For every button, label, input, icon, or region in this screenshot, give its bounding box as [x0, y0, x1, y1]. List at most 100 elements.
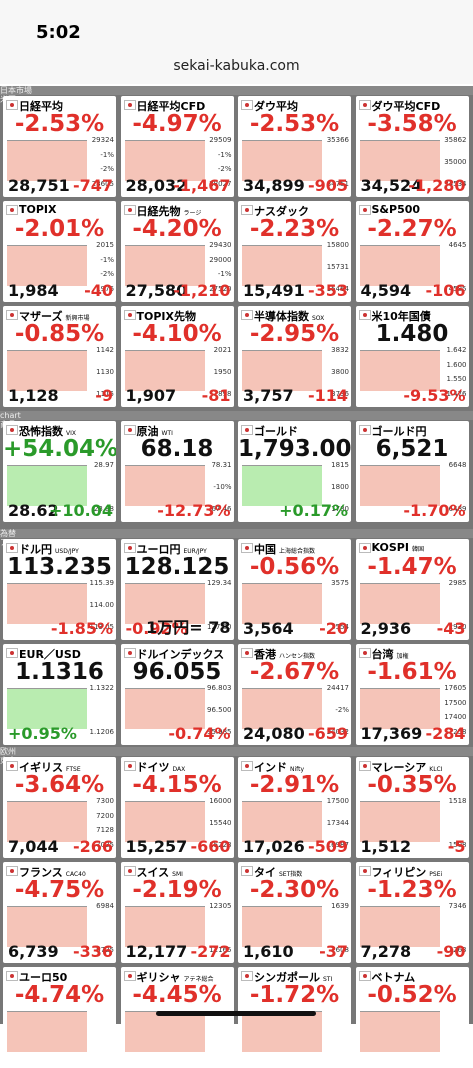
chart-label: 6984: [96, 902, 114, 910]
market-tile[interactable]: シンガポール STI -1.72%: [238, 967, 351, 1068]
home-indicator: [156, 1011, 316, 1016]
market-tile[interactable]: ユーロ円 EUR/JPY 128.125 129.34 127.80 -0.92% 1万円=…: [120, 539, 234, 640]
chart-label: 6725: [96, 946, 114, 954]
chart-label: 4645: [448, 241, 467, 249]
market-tile[interactable]: 原油 WTI 68.18 78.31 -10% 67.46 -12.73%: [120, 421, 234, 522]
flag-icon: [358, 543, 371, 553]
flag-icon: [6, 310, 18, 320]
market-tile[interactable]: 台湾 加権 -1.61% 17605 17500 17400 17258 17,369 -284: [355, 644, 469, 745]
flag-mark: [10, 869, 14, 873]
flag-icon: [358, 425, 371, 435]
market-tile[interactable]: ドル円 USD/JPY 113.235 115.39 114.00 113.05 -1.85…: [3, 539, 116, 640]
market-tile[interactable]: 半導体指数 SOX -2.95% 3832 3800 3736 3,757 -114: [238, 306, 351, 407]
market-tile[interactable]: マザーズ 新興市場 -0.85% 1142 1130 1115 1,128 -9: [3, 306, 116, 407]
market-tile[interactable]: EUR／USD 1.1316 1.1322 1.1206 +0.95%: [3, 644, 116, 745]
big-value: -2.67%: [249, 659, 340, 685]
chart-label: 115.39: [89, 579, 115, 587]
market-tile[interactable]: 日経先物 ラージ -4.20% 29430 29000 -1% 27520 27,580 -1,…: [120, 201, 234, 302]
market-tile[interactable]: タイ SET指数 -2.30% 1639 1608 1,610 -37: [238, 862, 351, 963]
market-tile[interactable]: 日経平均 -2.53% 29324 -1% -2% 28605 28,751 -747: [3, 96, 116, 197]
market-tile[interactable]: 米10年国債 1.480 1.642 1.600 1.550 1.476 -9.53%: [355, 306, 469, 407]
market-tile[interactable]: フランス CAC40 -4.75% 6984 6725 6,739 -336: [3, 862, 116, 963]
market-name: ユーロ円 EUR/JPY: [137, 541, 207, 557]
market-tile[interactable]: 香港 ハンセン指数 -2.67% 24417 -2% 24032 24,080 -659: [238, 644, 351, 745]
bottom-right: -747: [72, 176, 113, 195]
chart-label: 1898: [213, 390, 232, 398]
big-value: -0.52%: [367, 982, 457, 1008]
flag-mark: [245, 103, 249, 107]
market-tile[interactable]: イギリス FTSE -3.64% 7300 7200 7128 7035 7,044 -266: [3, 757, 116, 858]
big-value: -2.27%: [367, 216, 457, 242]
name-sub: 上海総合指数: [279, 548, 316, 555]
market-tile[interactable]: ダウ平均 -2.53% 35366 34751 34,899 -905: [238, 96, 351, 197]
chart-label: 27520: [209, 285, 232, 293]
big-value: -4.15%: [132, 772, 222, 798]
bottom-left: 1,610: [243, 942, 294, 961]
market-tile[interactable]: ユーロ50 -4.74%: [3, 967, 116, 1068]
chart-label: 12165: [209, 946, 232, 954]
chart-area: [242, 140, 322, 181]
flag-icon: [358, 310, 371, 320]
market-name: ナスダック: [254, 203, 309, 219]
market-tile[interactable]: S&P500 -2.27% 4645 4585 4,594 -106: [355, 201, 469, 302]
name-sub: VIX: [66, 430, 76, 437]
chart-label: 17500: [326, 797, 349, 805]
flag-mark: [245, 974, 249, 978]
name-text: ダウ平均CFD: [371, 100, 441, 113]
market-tile[interactable]: ベトナム -0.52%: [355, 967, 469, 1068]
bottom-left: 12,177: [125, 942, 188, 961]
flag-mark: [245, 764, 249, 768]
chart-area: [359, 245, 440, 286]
url-bar[interactable]: sekai-kabuka.com: [0, 58, 473, 84]
chart-area: [242, 1011, 322, 1052]
big-value: -2.95%: [249, 321, 340, 347]
market-tile[interactable]: ダウ平均CFD -3.58% 35862 35000 34534 34,524 -1,280: [355, 96, 469, 197]
chart-label: 127.80: [207, 623, 232, 631]
market-tile[interactable]: TOPIX -2.01% 2015 -1% -2% 1976 1,984 -40: [3, 201, 116, 302]
flag-icon: [241, 543, 253, 553]
market-tile[interactable]: TOPIX先物 -4.10% 2021 1950 1898 1,907 -81: [120, 306, 234, 407]
market-tile[interactable]: スイス SMI -2.19% 12305 12165 12,177 -272: [120, 862, 234, 963]
market-tile[interactable]: インド Nifty -2.91% 17500 17344 16987 17,026 -509: [238, 757, 351, 858]
flag-icon: [123, 310, 136, 320]
bottom-left: 34,899: [243, 176, 305, 195]
flag-icon: [241, 866, 253, 876]
flag-mark: [362, 974, 367, 978]
market-tile[interactable]: ドイツ DAX -4.15% 16000 15540 15228 15,257 -660: [120, 757, 234, 858]
page: {"status":{"time":"5:02","url":"sekai-ka…: [0, 22, 473, 1052]
market-tile[interactable]: ナスダック -2.23% 15800 15731 15464 15,491 -353: [238, 201, 351, 302]
chart-area: [359, 583, 440, 624]
name-sub: USD/JPY: [55, 548, 79, 555]
name-sub: CAC40: [65, 871, 86, 878]
flag-mark: [127, 313, 132, 317]
chart-label: 78.31: [211, 461, 232, 469]
market-name: S&P500: [372, 203, 421, 216]
market-tile[interactable]: ギリシャ アテネ総合 -4.45%: [120, 967, 234, 1068]
market-name: インド Nifty: [254, 759, 304, 775]
bottom-right: -40: [84, 281, 113, 300]
flag-icon: [123, 971, 136, 981]
flag-mark: [362, 313, 367, 317]
market-tile[interactable]: フィリピン PSEi -1.23% 7346 7263 7,278 -90: [355, 862, 469, 963]
big-value: -2.91%: [249, 772, 340, 798]
chart-label: -1%: [217, 270, 232, 279]
market-tile[interactable]: ゴールド 1,793.00 1815 1800 1780 +0.17%: [238, 421, 351, 522]
chart-area: [359, 1011, 440, 1052]
bottom-right: -272: [190, 942, 231, 961]
market-tile[interactable]: 中国 上海総合指数 -0.56% 3575 3554 3,564 -20: [238, 539, 351, 640]
chart-area: [359, 465, 440, 506]
market-name: タイ SET指数: [254, 864, 302, 880]
market-name: 台湾 加権: [372, 646, 409, 662]
market-tile[interactable]: ゴールド円 6,521 6648 6489 -1.70%: [355, 421, 469, 522]
market-tile[interactable]: マレーシア KLCI -0.35% 1518 1508 1,512 -5: [355, 757, 469, 858]
market-tile[interactable]: 恐怖指数 VIX +54.04% 28.97 23.88 28.62 +10.04: [3, 421, 116, 522]
bottom-right: -90: [436, 942, 466, 961]
market-tile[interactable]: 日経平均CFD -4.97% 29509 -1% -2% 28027 28,032 -1,46…: [120, 96, 234, 197]
market-tile[interactable]: KOSPI 韓国 -1.47% 2985 2930 2,936 -43: [355, 539, 469, 640]
flag-icon: [123, 205, 136, 215]
big-value: -0.56%: [249, 554, 340, 580]
chart-label: 34534: [444, 180, 467, 188]
chart-area: [359, 801, 440, 842]
market-tile[interactable]: ドルインデックス 96.055 96.803 96.500 95.985 -0.74%: [120, 644, 234, 745]
big-value: -0.35%: [367, 772, 457, 798]
